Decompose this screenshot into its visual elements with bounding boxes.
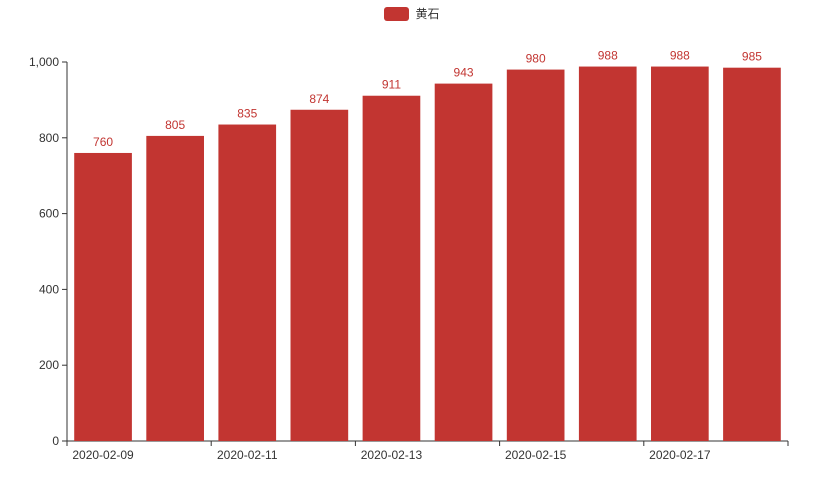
bar-value-label: 911 [382,78,401,92]
legend-swatch[interactable] [384,6,410,21]
y-tick-label: 1,000 [29,55,59,69]
bar[interactable] [434,83,493,441]
x-tick-label: 2020-02-11 [217,448,278,462]
legend-label[interactable]: 黄石 [415,7,440,21]
bar[interactable] [362,95,421,441]
bar[interactable] [651,66,709,441]
bar-value-label: 980 [526,52,546,66]
x-tick-label: 2020-02-17 [649,448,711,462]
x-tick-label: 2020-02-13 [361,448,423,462]
legend[interactable]: 黄石 [0,5,824,22]
bar-value-label: 985 [742,50,762,64]
bar[interactable] [74,152,132,441]
bar-value-label: 943 [454,66,474,80]
bar[interactable] [723,67,781,441]
data-labels: 760 805 835 874 911 943 980 988 988 985 [93,49,762,149]
bar[interactable] [290,109,349,441]
x-axis: 2020-02-09 2020-02-11 2020-02-13 2020-02-15… [66,440,789,462]
bar[interactable] [578,66,637,441]
y-tick-label: 0 [52,434,59,448]
bar-value-label: 760 [93,135,113,149]
y-tick-label: 200 [39,358,59,372]
bar[interactable] [506,69,565,441]
bar-value-label: 874 [309,92,329,106]
y-axis: 0 200 400 600 800 1,000 [29,55,68,448]
x-tick-label: 2020-02-09 [72,448,134,462]
x-tick-label: 2020-02-15 [505,448,567,462]
y-tick-label: 400 [39,282,59,296]
bar[interactable] [146,135,204,441]
bar-value-label: 988 [670,49,690,63]
y-tick-label: 600 [39,207,59,221]
bar[interactable] [218,124,277,441]
bar-value-label: 988 [598,49,618,63]
bar-value-label: 805 [165,118,185,132]
bars [74,66,781,441]
y-tick-label: 800 [39,131,59,145]
bar-value-label: 835 [237,107,257,121]
